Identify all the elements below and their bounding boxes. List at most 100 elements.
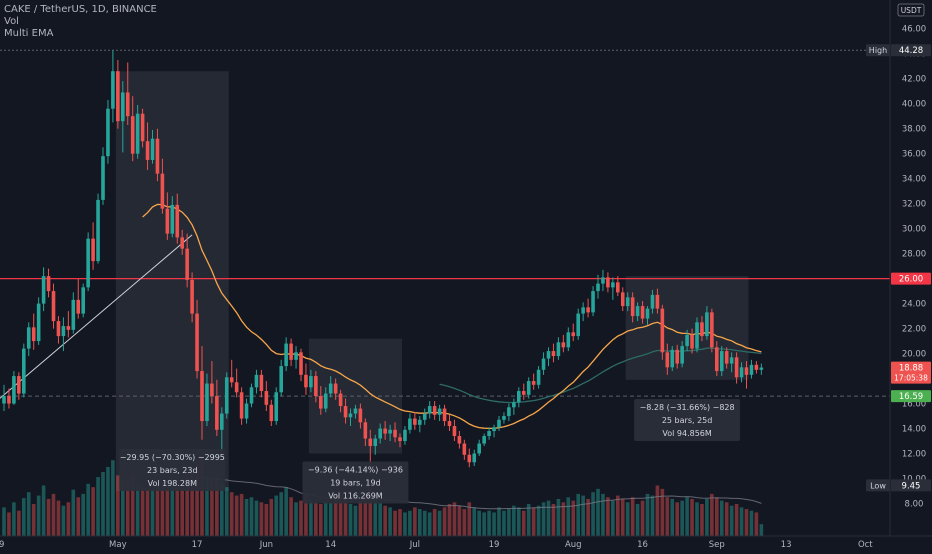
price-tag-label-box-0 (866, 44, 890, 57)
price-tag-label: Low (870, 481, 886, 490)
volume-bar (12, 502, 16, 536)
y-tick-label: 34.00 (902, 175, 926, 185)
candle-body (507, 407, 511, 417)
candle-body (343, 406, 348, 418)
candle-body (724, 351, 729, 364)
volume-bar (625, 502, 630, 536)
candle-body (56, 321, 61, 337)
currency-badge: USDT (901, 6, 922, 15)
candle-body (596, 283, 600, 292)
candle-body (130, 116, 135, 154)
volume-bar (650, 495, 655, 536)
candle-body (432, 406, 437, 415)
y-tick-label: 30.00 (902, 225, 926, 235)
volume-bar (536, 505, 541, 536)
measure-label-text: −8.28 (−31.66%) −828 (640, 403, 735, 412)
candle-body (170, 204, 175, 234)
candle-body (155, 138, 160, 174)
candle-body (363, 422, 368, 439)
indicator-vol-label[interactable]: Vol (4, 16, 19, 27)
price-tag-box-4 (891, 479, 931, 492)
measure-label-text: 25 bars, 25d (662, 416, 713, 425)
volume-bar (403, 512, 407, 536)
measure-label-box-1 (302, 461, 409, 504)
candle-body (467, 454, 472, 463)
indicator-ema-label[interactable]: Multi EMA (4, 28, 54, 39)
y-tick-label: 40.00 (902, 100, 926, 110)
y-tick-label: 16.00 (902, 400, 926, 410)
candle-body (457, 436, 462, 444)
candle-body (190, 279, 194, 314)
symbol-title[interactable]: CAKE / TetherUS, 1D, BINANCE (4, 4, 157, 15)
candle-body (229, 377, 234, 383)
volume-bar (66, 502, 71, 536)
volume-bar (368, 485, 373, 536)
candle-body (328, 383, 333, 394)
volume-bar (521, 510, 526, 536)
candle-body (551, 351, 556, 357)
volume-bar (378, 502, 382, 536)
volume-ma-line (157, 477, 762, 510)
volume-bar (700, 504, 704, 536)
volume-bar (309, 498, 313, 536)
candle-body (41, 276, 46, 304)
candle-body (576, 313, 580, 337)
candle-body (601, 277, 605, 284)
volume-bar (606, 497, 610, 536)
volume-bar (195, 461, 199, 536)
candle-body (26, 327, 31, 349)
volume-bar (467, 502, 472, 536)
candle-body (408, 418, 412, 430)
candle-body (477, 443, 481, 454)
candle-body (655, 294, 660, 309)
volume-bar (690, 498, 694, 536)
measure-label-text: Vol 94.856M (662, 429, 712, 438)
volume-bar (76, 497, 81, 536)
volume-bar (200, 456, 204, 536)
price-tag-box-3 (891, 390, 931, 403)
x-tick-label: 14 (325, 540, 336, 550)
candle-body (121, 92, 125, 122)
candle-body (719, 351, 724, 372)
volume-bar (210, 480, 214, 536)
volume-bar (338, 493, 343, 536)
volume-bar (234, 495, 239, 536)
volume-bar (323, 500, 328, 536)
volume-bar (551, 504, 556, 536)
volume-bar (284, 487, 288, 536)
measure-label-text: 19 bars, 19d (330, 479, 381, 488)
candle-body (398, 437, 402, 442)
x-tick-label: 16 (637, 540, 648, 550)
volume-bar (328, 502, 333, 536)
volume-bar (81, 493, 85, 536)
y-tick-label: 32.00 (902, 200, 926, 210)
y-tick-label: 46.00 (902, 25, 926, 35)
candle-body (487, 431, 491, 437)
measure-label-box-2 (634, 399, 741, 442)
volume-bar (685, 497, 689, 536)
measure-box-0 (115, 71, 229, 492)
candle-body (81, 287, 85, 314)
candle-body (244, 403, 249, 419)
volume-bar (739, 507, 744, 536)
candle-body (715, 347, 719, 372)
candle-body (373, 438, 378, 447)
measure-label-text: 23 bars, 23d (147, 466, 198, 475)
volume-bar (561, 502, 566, 536)
candle-body (427, 406, 432, 414)
candle-body (135, 113, 140, 154)
volume-bar (56, 500, 61, 536)
volume-bar (205, 475, 209, 536)
measure-label-text: Vol 116.269M (328, 492, 383, 501)
candle-body (116, 71, 120, 122)
x-tick-label: May (109, 540, 127, 550)
candle-body (200, 371, 204, 422)
volume-bar (675, 502, 679, 536)
measure-label-text: −9.36 (−44.14%) −936 (308, 466, 403, 475)
candle-body (472, 453, 477, 463)
x-tick-label: 17 (192, 540, 203, 550)
price-tag-value: 44.28 (899, 46, 923, 56)
price-tag-value: 18.88 (899, 364, 923, 374)
volume-bar (655, 485, 660, 536)
candle-body (571, 332, 576, 337)
